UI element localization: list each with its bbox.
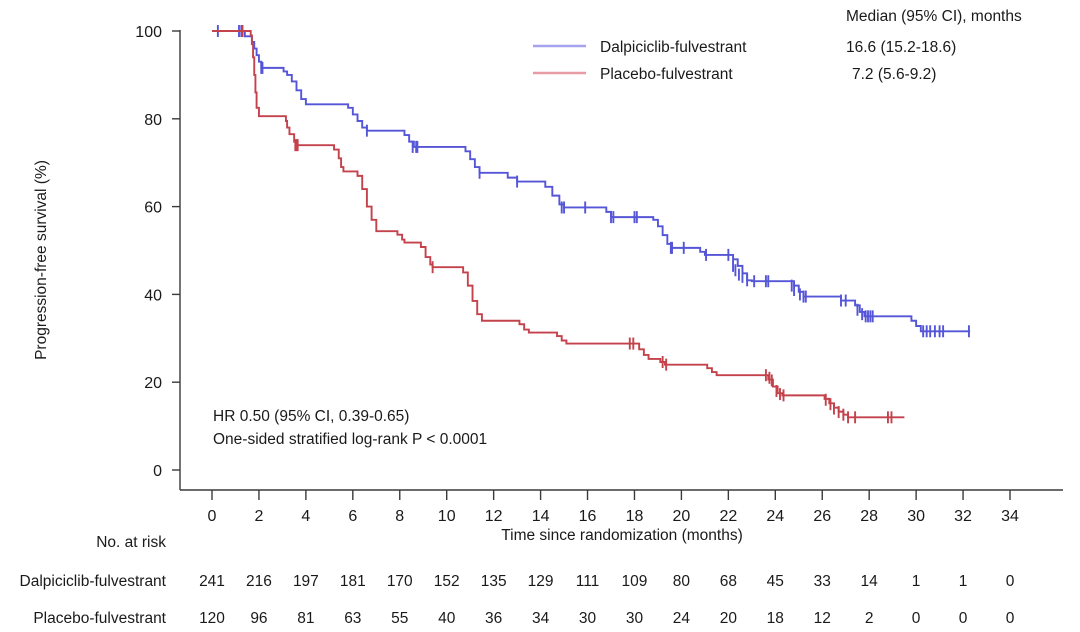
- risk-value: 109: [622, 573, 648, 590]
- risk-value: 120: [199, 610, 225, 627]
- y-axis-ticks: 0 20 40 60 80 100: [135, 24, 180, 480]
- risk-row-label-placebo: Placebo-fulvestrant: [33, 610, 166, 627]
- risk-value: 34: [532, 610, 550, 627]
- y-tick-label-20: 20: [144, 375, 162, 392]
- survival-step-line: [212, 30, 971, 333]
- x-tick-label-12: 12: [485, 508, 503, 525]
- risk-value: 135: [481, 573, 507, 590]
- risk-value: 18: [767, 610, 784, 627]
- risk-value: 1: [912, 573, 921, 590]
- risk-value: 40: [438, 610, 456, 627]
- risk-value: 152: [434, 573, 460, 590]
- legend-value-placebo: 7.2 (5.6-9.2): [852, 66, 936, 83]
- statistics-annotation: HR 0.50 (95% CI, 0.39-0.65) One-sided st…: [213, 408, 487, 448]
- risk-value: 55: [391, 610, 408, 627]
- risk-value: 0: [1006, 573, 1015, 590]
- y-tick-label-40: 40: [144, 287, 162, 304]
- y-tick-label-60: 60: [144, 200, 162, 217]
- risk-row-values-dalpiciclib: 241 216 197 181 170 152 135 129 111 109 80 68 45 33 14…: [199, 573, 1015, 590]
- risk-value: 2: [865, 610, 874, 627]
- x-tick-label-8: 8: [395, 508, 404, 525]
- x-tick-label-4: 4: [301, 508, 310, 525]
- risk-value: 241: [199, 573, 225, 590]
- legend-label-dalpiciclib: Dalpiciclib-fulvestrant: [600, 39, 747, 56]
- risk-value: 96: [250, 610, 267, 627]
- x-tick-label-34: 34: [1001, 508, 1019, 525]
- risk-value: 197: [293, 573, 319, 590]
- risk-value: 170: [387, 573, 413, 590]
- x-axis-title-text: Time since randomization (months): [501, 527, 742, 544]
- y-tick-label-0: 0: [153, 463, 162, 480]
- risk-table: No. at risk Dalpiciclib-fulvestrant Plac…: [20, 534, 1015, 627]
- curve-placebo: [212, 25, 905, 424]
- x-tick-label-10: 10: [438, 508, 456, 525]
- risk-row-label-dalpiciclib: Dalpiciclib-fulvestrant: [20, 573, 167, 590]
- risk-value: 30: [626, 610, 644, 627]
- risk-value: 80: [673, 573, 691, 590]
- risk-value: 216: [246, 573, 272, 590]
- risk-value: 20: [720, 610, 738, 627]
- risk-value: 14: [861, 573, 879, 590]
- x-tick-label-32: 32: [954, 508, 972, 525]
- hazard-ratio-text: HR 0.50 (95% CI, 0.39-0.65): [213, 408, 409, 425]
- x-tick-label-14: 14: [532, 508, 550, 525]
- x-tick-label-2: 2: [254, 508, 263, 525]
- x-tick-label-26: 26: [813, 508, 831, 525]
- y-axis-title-text: Progression-free survival (%): [33, 160, 50, 360]
- y-tick-label-100: 100: [135, 24, 162, 41]
- log-rank-pvalue-text: One-sided stratified log-rank P < 0.0001: [213, 431, 487, 448]
- risk-table-title: No. at risk: [96, 534, 166, 551]
- risk-value: 129: [528, 573, 554, 590]
- risk-value: 181: [340, 573, 366, 590]
- x-axis-ticks: 0 2 4 6 8 10 12 14 16 18 20 22 24 26 28 30 32 34: [208, 490, 1019, 525]
- x-tick-label-0: 0: [208, 508, 217, 525]
- risk-value: 111: [576, 573, 600, 590]
- x-tick-label-30: 30: [907, 508, 925, 525]
- curve-dalpiciclib: [212, 25, 971, 338]
- survival-step-line: [212, 30, 905, 419]
- x-tick-label-18: 18: [626, 508, 644, 525]
- x-tick-label-6: 6: [348, 508, 357, 525]
- y-tick-label-80: 80: [144, 112, 162, 129]
- risk-value: 24: [673, 610, 691, 627]
- risk-value: 68: [720, 573, 737, 590]
- y-axis-title: Progression-free survival (%): [33, 160, 50, 360]
- x-tick-label-20: 20: [673, 508, 691, 525]
- risk-value: 0: [912, 610, 921, 627]
- risk-value: 30: [579, 610, 597, 627]
- risk-value: 0: [959, 610, 968, 627]
- legend-label-placebo: Placebo-fulvestrant: [600, 66, 733, 83]
- x-tick-label-16: 16: [579, 508, 597, 525]
- x-tick-label-22: 22: [719, 508, 737, 525]
- risk-value: 12: [814, 610, 831, 627]
- risk-value: 45: [767, 573, 784, 590]
- risk-value: 1: [959, 573, 968, 590]
- legend-header: Median (95% CI), months: [846, 8, 1022, 25]
- risk-value: 63: [344, 610, 361, 627]
- risk-value: 36: [485, 610, 502, 627]
- survival-curves: [212, 25, 971, 424]
- x-tick-label-28: 28: [860, 508, 878, 525]
- x-tick-label-24: 24: [766, 508, 784, 525]
- legend-value-dalpiciclib: 16.6 (15.2-18.6): [846, 39, 956, 56]
- risk-value: 0: [1006, 610, 1015, 627]
- legend: Median (95% CI), months Dalpiciclib-fulv…: [533, 8, 1022, 83]
- risk-value: 33: [814, 573, 831, 590]
- risk-value: 81: [297, 610, 314, 627]
- risk-row-values-placebo: 120 96 81 63 55 40 36 34 30 30 24 20 18 12 2 0 0 0: [199, 610, 1015, 627]
